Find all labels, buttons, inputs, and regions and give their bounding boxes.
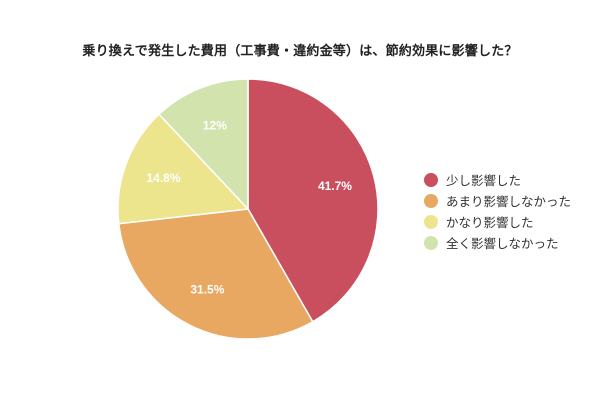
pie-slice-not-much-affected[interactable]	[118, 208, 314, 340]
legend: 少し影響した あまり影響しなかった かなり影響した 全く影響しなかった	[424, 169, 571, 253]
legend-marker-icon	[424, 235, 438, 250]
slice-value-label: 41.7%	[318, 179, 352, 193]
legend-marker-icon	[424, 193, 438, 208]
slice-value-label: 14.8%	[146, 171, 180, 185]
legend-marker-icon	[424, 214, 438, 229]
legend-item-not-affected-at-all[interactable]: 全く影響しなかった	[424, 232, 571, 253]
legend-label: 全く影響しなかった	[446, 236, 559, 251]
legend-item-slightly-affected[interactable]: 少し影響した	[424, 169, 571, 190]
pie-labels: 41.7% 31.5% 14.8% 12%	[146, 118, 352, 296]
legend-label: あまり影響しなかった	[446, 194, 572, 209]
pie-slices	[117, 78, 379, 340]
chart-title: 乗り換えで発生した費用（工事費・違約金等）は、節約効果に影響した？	[82, 44, 518, 59]
pie-slice-slightly-affected[interactable]	[247, 78, 379, 323]
legend-label: 少し影響した	[446, 173, 522, 188]
legend-item-quite-affected[interactable]: かなり影響した	[424, 211, 571, 232]
slice-value-label: 31.5%	[190, 282, 224, 296]
pie-slice-quite-affected[interactable]	[117, 113, 250, 225]
pie-slice-not-affected-at-all[interactable]	[157, 78, 249, 211]
slice-value-label: 12%	[203, 118, 227, 132]
legend-label: かなり影響した	[446, 215, 534, 230]
legend-marker-icon	[424, 172, 438, 187]
legend-item-not-much-affected[interactable]: あまり影響しなかった	[424, 190, 571, 211]
